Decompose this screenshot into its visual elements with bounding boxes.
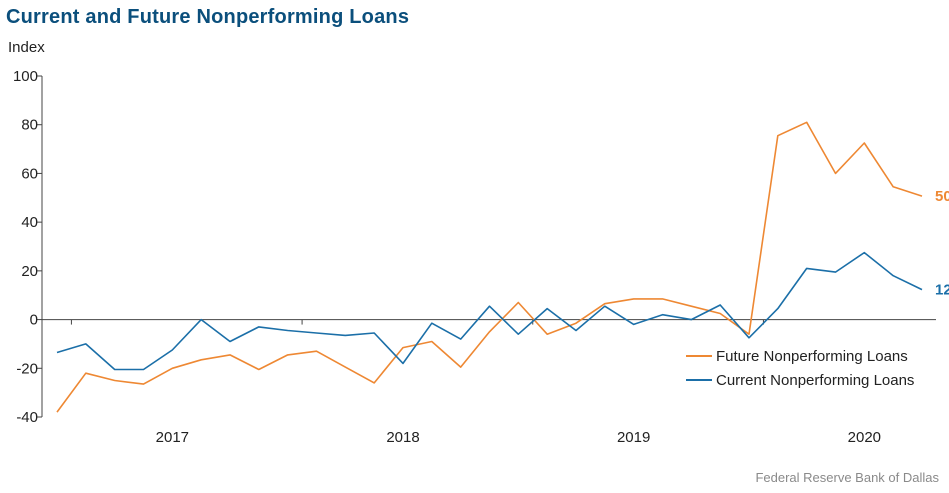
axes: Index -40 -20 0 20 40 60 80 100 2017 2018 2019 2020 (8, 39, 936, 446)
y-tick-label: -40 (16, 409, 38, 426)
series-lines: 50.7 12.3 (56, 121, 949, 413)
x-tick-label: 2017 (156, 429, 189, 446)
y-tick-label: 80 (21, 117, 38, 134)
end-label-future: 50.7 (935, 188, 949, 205)
series-line-current (56, 251, 923, 371)
legend-label: Future Nonperforming Loans (716, 348, 908, 365)
y-tick-label: 20 (21, 263, 38, 280)
series-line-future (56, 121, 923, 413)
y-tick-label: 0 (30, 312, 38, 329)
y-axis-label: Index (8, 39, 45, 56)
end-label-current: 12.3 (935, 282, 949, 299)
x-tick-label: 2019 (617, 429, 650, 446)
source-note: Federal Reserve Bank of Dallas (755, 470, 939, 485)
x-tick-label: 2018 (386, 429, 419, 446)
y-tick-label: 100 (13, 68, 38, 85)
y-tick-label: 40 (21, 214, 38, 231)
legend: Future Nonperforming Loans Current Nonper… (686, 348, 914, 389)
chart-title: Current and Future Nonperforming Loans (6, 6, 410, 28)
y-tick-label: -20 (16, 360, 38, 377)
y-tick-label: 60 (21, 165, 38, 182)
x-tick-label: 2020 (848, 429, 881, 446)
legend-label: Current Nonperforming Loans (716, 372, 914, 389)
